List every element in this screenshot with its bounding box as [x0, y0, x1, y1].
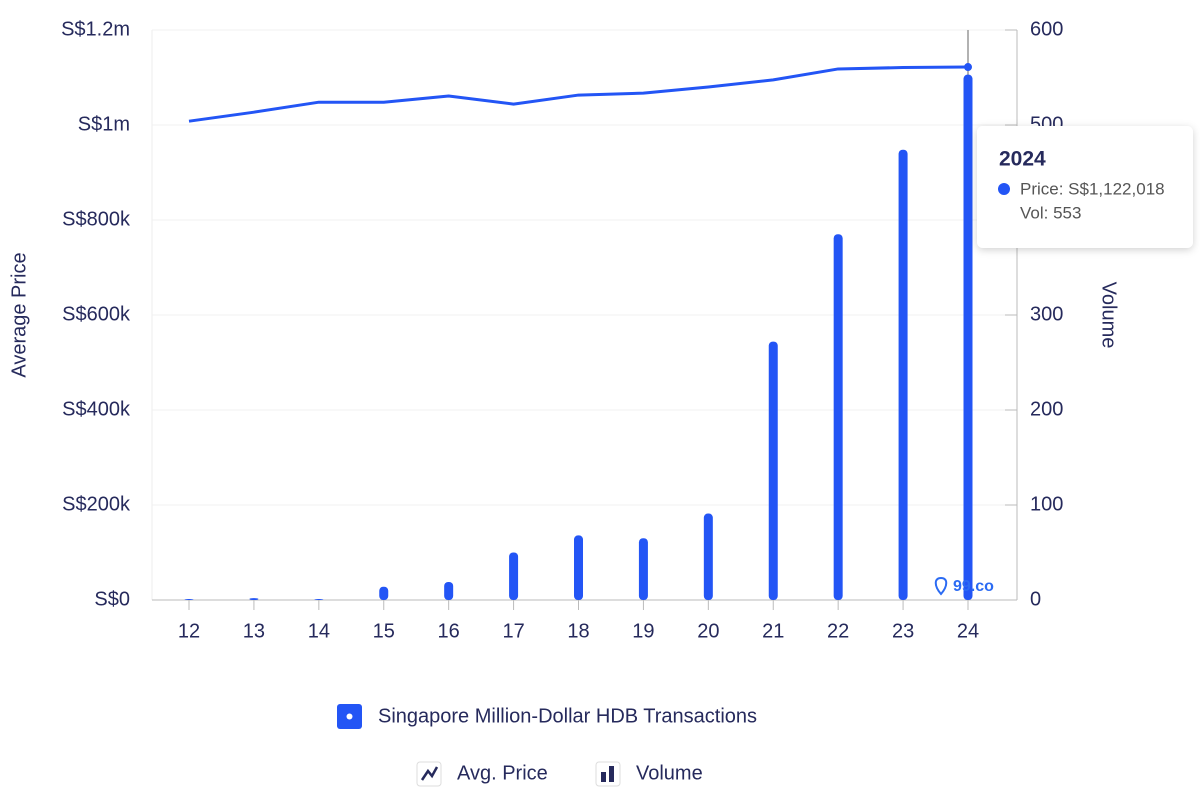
x-tick-label: 22: [827, 620, 849, 642]
bar: [314, 599, 324, 601]
y2-tick-label: 200: [1030, 398, 1063, 420]
tooltip-volume: Vol: 553: [1020, 203, 1081, 222]
x-tick-label: 20: [697, 620, 719, 642]
bar: [703, 513, 713, 600]
tooltip-title: 2024: [999, 148, 1046, 171]
tooltip-box: [977, 126, 1193, 248]
y-axis-title: Average Price: [8, 252, 30, 377]
y2-tick-label: 100: [1030, 493, 1063, 515]
dataset-label: Singapore Million-Dollar HDB Transaction…: [378, 705, 757, 727]
tooltip-dot: [998, 183, 1010, 195]
legend-label[interactable]: Volume: [636, 762, 703, 784]
dataset-legend[interactable]: Singapore Million-Dollar HDB Transaction…: [337, 704, 757, 729]
legend-label[interactable]: Avg. Price: [457, 762, 548, 784]
x-tick-label: 21: [762, 620, 784, 642]
y-tick-label: S$1m: [78, 113, 130, 135]
line: [188, 65, 969, 123]
legend-line-glyph: [420, 766, 439, 781]
legend-bar-glyph: [609, 766, 614, 782]
y2-tick-label: 600: [1030, 18, 1063, 40]
series-legend[interactable]: Avg. Price Volume: [416, 761, 703, 787]
legend-icon-dot: [346, 713, 353, 720]
y2-tick-label: 300: [1030, 303, 1063, 325]
legend-bar-icon: [595, 761, 621, 787]
x-tick-label: 15: [373, 620, 395, 642]
x-tick-label: 12: [178, 620, 200, 642]
y-tick-label: S$0: [94, 588, 130, 610]
bar: [379, 586, 389, 600]
bar: [963, 74, 973, 600]
bar: [444, 581, 454, 600]
x-tick-label: 19: [632, 620, 654, 642]
watermark: 99.co: [934, 576, 994, 596]
tooltip: 2024 Price: S$1,122,018 Vol: 553: [977, 126, 1193, 248]
y-tick-label: S$1.2m: [61, 18, 130, 40]
x-tick-label: 13: [243, 620, 265, 642]
tooltip-price: Price: S$1,122,018: [1020, 179, 1165, 198]
x-tick-label: 24: [957, 620, 979, 642]
watermark-text: 99.co: [953, 578, 994, 595]
bar: [249, 598, 259, 600]
y-tick-label: S$400k: [62, 398, 131, 420]
y-tick-label: S$800k: [62, 208, 131, 230]
hover-point: [964, 63, 972, 72]
y-tick-label: S$600k: [62, 303, 131, 325]
y-tick-label: S$200k: [62, 493, 131, 515]
bar: [768, 341, 778, 600]
bar: [898, 149, 908, 600]
x-tick-label: 16: [438, 620, 460, 642]
x-tick-label: 17: [502, 620, 524, 642]
x-tick-label: 14: [308, 620, 330, 642]
bar: [574, 535, 583, 600]
x-tick-label: 18: [567, 620, 589, 642]
bar: [509, 552, 519, 600]
bar: [833, 234, 843, 600]
y2-axis-title: Volume: [1098, 282, 1120, 349]
bar: [184, 599, 194, 601]
watermark-pin: [934, 576, 948, 596]
bar: [638, 538, 648, 600]
y2-tick-label: 0: [1030, 588, 1041, 610]
x-tick-label: 23: [892, 620, 914, 642]
legend-bar-glyph: [601, 772, 606, 782]
